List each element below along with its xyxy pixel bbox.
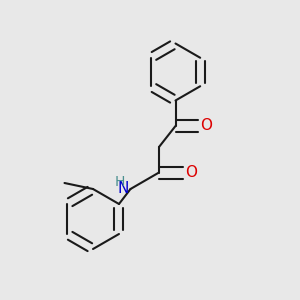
Text: N: N	[118, 181, 129, 196]
Text: H: H	[115, 175, 125, 188]
Text: O: O	[185, 165, 197, 180]
Text: O: O	[200, 118, 212, 134]
